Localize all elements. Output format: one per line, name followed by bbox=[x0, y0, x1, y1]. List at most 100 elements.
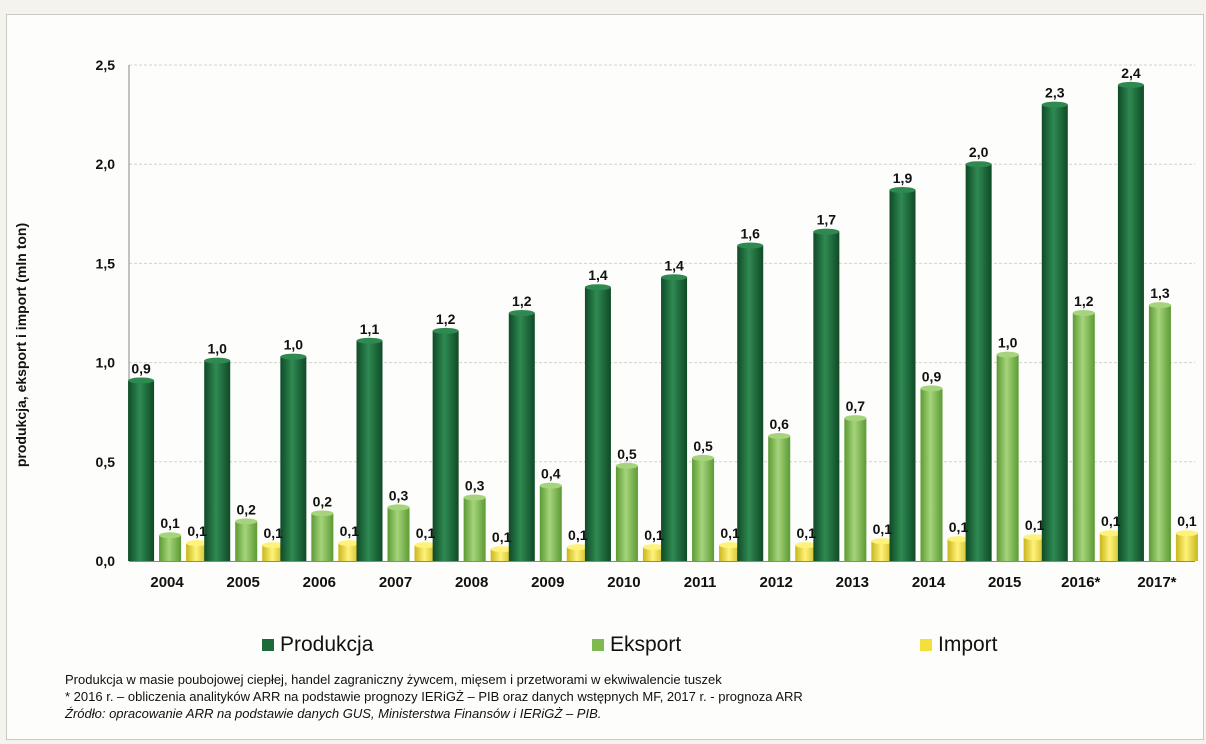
bar-import bbox=[1175, 533, 1198, 561]
bar-eksport bbox=[1072, 313, 1095, 561]
data-label-import: 0,1 bbox=[187, 523, 207, 539]
bar-top-import bbox=[719, 542, 742, 549]
data-label-eksport: 1,3 bbox=[1150, 285, 1170, 301]
bar-top-eksport bbox=[920, 385, 943, 392]
data-label-produkcja: 1,4 bbox=[664, 257, 684, 273]
data-label-produkcja: 1,1 bbox=[360, 321, 380, 337]
data-label-import: 0,1 bbox=[1101, 513, 1121, 529]
bar-top-import bbox=[871, 538, 894, 545]
data-label-eksport: 0,2 bbox=[313, 493, 333, 509]
data-label-import: 0,1 bbox=[796, 525, 816, 541]
data-label-eksport: 0,5 bbox=[617, 446, 637, 462]
bar-top-eksport bbox=[387, 504, 410, 511]
bar-top-import bbox=[186, 540, 209, 547]
bar-top-eksport bbox=[615, 462, 638, 469]
bar-top-eksport bbox=[539, 482, 562, 489]
legend: Produkcja Eksport Import bbox=[7, 633, 1203, 663]
x-tick-label: 2017* bbox=[1137, 574, 1176, 591]
data-label-import: 0,1 bbox=[340, 523, 360, 539]
y-axis-label: produkcja, eksport i import (mln ton) bbox=[13, 222, 29, 468]
bar-eksport bbox=[692, 457, 715, 561]
x-tick-label: 2011 bbox=[684, 574, 717, 591]
bar-top-produkcja bbox=[1041, 101, 1068, 108]
data-label-import: 0,1 bbox=[1177, 513, 1197, 529]
legend-item-import: Import bbox=[920, 633, 998, 657]
data-label-import: 0,1 bbox=[644, 527, 664, 543]
bar-top-import bbox=[490, 546, 513, 553]
data-label-produkcja: 2,4 bbox=[1121, 65, 1141, 81]
bar-produkcja bbox=[813, 231, 840, 561]
data-label-import: 0,1 bbox=[949, 519, 969, 535]
y-tick-label: 1,5 bbox=[96, 255, 116, 271]
bar-top-eksport bbox=[463, 494, 486, 501]
data-label-import: 0,1 bbox=[416, 525, 436, 541]
y-axis: 0,0 0,5 1,0 1,5 2,0 2,5 bbox=[96, 57, 130, 569]
bar-top-import bbox=[795, 542, 818, 549]
bar-eksport bbox=[311, 513, 334, 561]
note-forecast: * 2016 r. – obliczenia analityków ARR na… bbox=[65, 689, 803, 704]
data-label-eksport: 0,4 bbox=[541, 466, 561, 482]
bar-eksport bbox=[1148, 305, 1171, 561]
bar-top-eksport bbox=[692, 454, 715, 461]
data-label-produkcja: 2,3 bbox=[1045, 85, 1065, 101]
data-label-import: 0,1 bbox=[263, 525, 283, 541]
bar-eksport bbox=[768, 436, 791, 561]
bar-import bbox=[1023, 537, 1046, 561]
bar-import bbox=[642, 547, 665, 561]
bar-import bbox=[947, 539, 970, 561]
bar-top-produkcja bbox=[737, 242, 764, 249]
legend-swatch-import bbox=[920, 639, 932, 651]
bar-eksport bbox=[539, 485, 562, 561]
data-label-eksport: 0,5 bbox=[693, 438, 713, 454]
data-label-produkcja: 1,9 bbox=[893, 170, 913, 186]
data-label-produkcja: 1,0 bbox=[207, 341, 227, 357]
bar-import bbox=[566, 547, 589, 561]
bar-top-import bbox=[1175, 530, 1198, 537]
bar-top-produkcja bbox=[508, 310, 535, 316]
bar-import bbox=[414, 545, 437, 561]
bar-top-import bbox=[414, 542, 437, 549]
data-label-produkcja: 1,4 bbox=[588, 267, 608, 283]
bar-top-eksport bbox=[235, 518, 258, 525]
x-tick-label: 2007 bbox=[379, 574, 412, 591]
bar-produkcja bbox=[1117, 84, 1144, 561]
bar-import bbox=[338, 543, 361, 561]
data-label-eksport: 0,1 bbox=[160, 515, 180, 531]
bar-produkcja bbox=[128, 380, 155, 561]
data-label-eksport: 1,2 bbox=[1074, 293, 1094, 309]
x-tick-label: 2005 bbox=[227, 574, 260, 591]
bar-import bbox=[262, 545, 285, 561]
data-label-eksport: 0,7 bbox=[846, 398, 866, 414]
data-label-eksport: 0,6 bbox=[769, 416, 789, 432]
bar-produkcja bbox=[280, 356, 307, 561]
bar-eksport bbox=[463, 497, 486, 561]
bar-produkcja bbox=[204, 360, 231, 561]
bar-import bbox=[186, 543, 209, 561]
bar-eksport bbox=[235, 521, 258, 561]
data-label-import: 0,1 bbox=[720, 525, 740, 541]
bar-top-produkcja bbox=[889, 186, 916, 193]
bar-eksport bbox=[920, 388, 943, 561]
bar-top-eksport bbox=[159, 532, 182, 539]
data-label-eksport: 0,9 bbox=[922, 368, 942, 384]
x-tick-label: 2010 bbox=[607, 574, 640, 591]
y-tick-label: 1,0 bbox=[96, 355, 116, 371]
bar-top-eksport bbox=[844, 415, 867, 422]
data-label-produkcja: 1,2 bbox=[512, 293, 532, 309]
legend-swatch-produkcja bbox=[262, 639, 274, 651]
x-tick-label: 2013 bbox=[836, 574, 869, 591]
bar-produkcja bbox=[965, 164, 992, 561]
bar-top-import bbox=[947, 536, 970, 543]
bar-top-produkcja bbox=[661, 274, 688, 281]
bar-top-produkcja bbox=[204, 357, 231, 364]
legend-item-produkcja: Produkcja bbox=[262, 633, 373, 657]
data-label-eksport: 0,2 bbox=[236, 501, 256, 517]
data-label-produkcja: 2,0 bbox=[969, 144, 989, 160]
legend-label-produkcja: Produkcja bbox=[280, 633, 374, 656]
bar-produkcja bbox=[1041, 104, 1068, 562]
bar-produkcja bbox=[661, 277, 688, 561]
bar-top-produkcja bbox=[356, 337, 383, 344]
bars bbox=[128, 81, 1198, 562]
data-label-import: 0,1 bbox=[1025, 517, 1045, 533]
y-tick-label: 0,0 bbox=[96, 553, 116, 569]
